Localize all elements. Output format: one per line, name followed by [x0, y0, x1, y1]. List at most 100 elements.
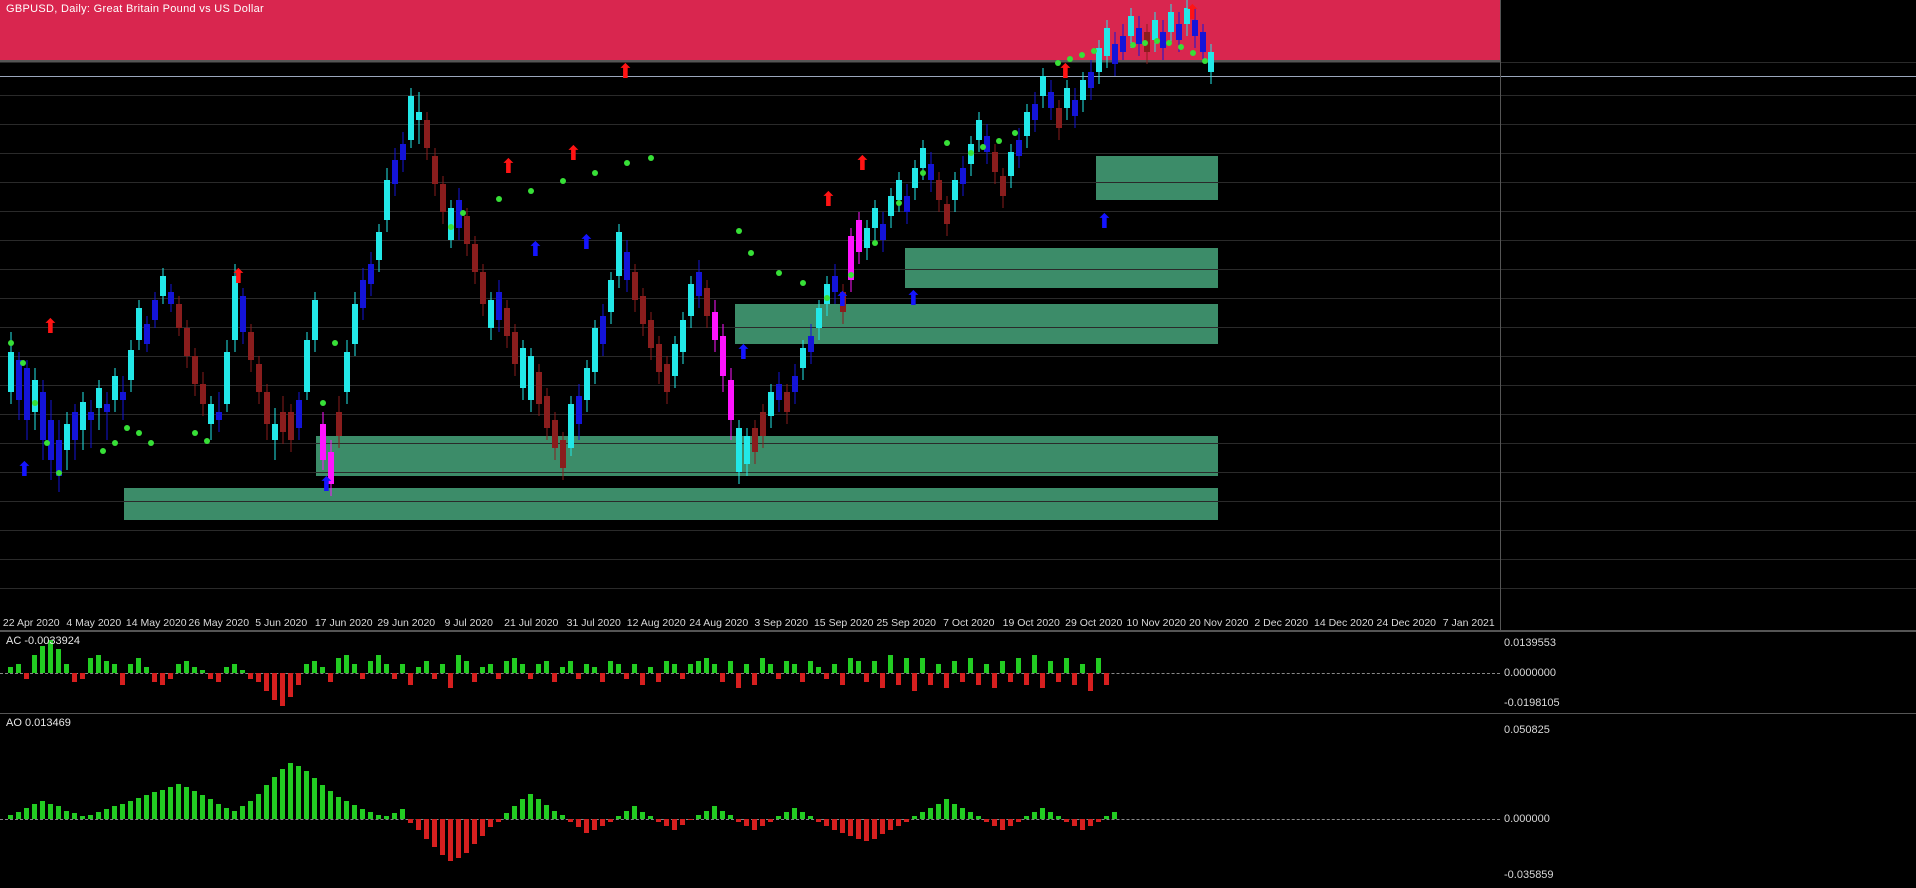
ao-histogram-bar	[352, 805, 357, 819]
ac-histogram-bar	[992, 673, 997, 688]
ao-histogram-bar	[896, 819, 901, 826]
zigzag-dot	[320, 400, 326, 406]
ac-histogram-bar	[544, 661, 549, 673]
ac-histogram-bar	[840, 673, 845, 685]
ao-histogram-bar	[408, 819, 413, 823]
ac-histogram-bar	[960, 673, 965, 682]
ac-histogram-bar	[600, 673, 605, 682]
ao-histogram-bar	[296, 766, 301, 819]
ac-histogram-bar	[632, 664, 637, 673]
ac-histogram-bar	[936, 664, 941, 673]
ac-histogram-bar	[576, 673, 581, 679]
price-axis-panel: Verified ResUntested SupUntested SupUnte…	[1500, 0, 1916, 630]
zigzag-dot	[332, 340, 338, 346]
ac-histogram-bar	[880, 673, 885, 688]
ac-histogram-bar	[96, 655, 101, 673]
ac-histogram-bar	[792, 664, 797, 673]
zigzag-dot	[1190, 50, 1196, 56]
zigzag-dot	[1091, 48, 1097, 54]
date-axis-label: 26 May 2020	[188, 617, 249, 629]
ao-histogram-bar	[160, 790, 165, 819]
zigzag-dot	[776, 270, 782, 276]
date-axis-label: 25 Sep 2020	[876, 617, 936, 629]
date-axis-label: 29 Oct 2020	[1065, 617, 1122, 629]
ao-histogram-bar	[792, 808, 797, 819]
ac-histogram-bar	[536, 664, 541, 673]
date-axis-label: 19 Oct 2020	[1003, 617, 1060, 629]
ao-histogram-bar	[368, 812, 373, 819]
ao-histogram-bar	[1104, 816, 1109, 819]
date-axis-label: 2 Dec 2020	[1254, 617, 1308, 629]
zigzag-dot	[920, 170, 926, 176]
zigzag-dot	[528, 188, 534, 194]
ao-histogram-bar	[648, 816, 653, 819]
ac-histogram-bar	[392, 673, 397, 679]
ao-histogram-bar	[112, 806, 117, 819]
ac-histogram-bar	[400, 664, 405, 673]
ac-histogram-bar	[560, 667, 565, 673]
zigzag-dot	[848, 272, 854, 278]
ac-histogram-bar	[464, 661, 469, 673]
ac-histogram-bar	[520, 664, 525, 673]
ac-histogram-bar	[568, 661, 573, 673]
ao-histogram-bar	[1112, 812, 1117, 819]
ac-histogram-bar	[160, 673, 165, 685]
ac-histogram-bar	[720, 673, 725, 682]
ac-histogram-bar	[472, 673, 477, 682]
date-axis-label: 3 Sep 2020	[754, 617, 808, 629]
ao-histogram-bar	[544, 805, 549, 819]
ao-histogram-bar	[784, 812, 789, 819]
ac-histogram-bar	[672, 664, 677, 673]
ao-histogram-bar	[992, 819, 997, 826]
ao-oscillator-panel[interactable]: AO 0.013469 0.050825 0.000000 -0.035859	[0, 715, 1916, 888]
zigzag-dot	[560, 178, 566, 184]
ac-histogram-bar	[440, 664, 445, 673]
ac-histogram-bar	[8, 667, 13, 673]
date-axis-label: 20 Nov 2020	[1189, 617, 1249, 629]
ao-histogram-bar	[776, 816, 781, 819]
ac-histogram-bar	[624, 673, 629, 679]
zigzag-dot	[44, 440, 50, 446]
ac-histogram-bar	[744, 664, 749, 673]
ac-histogram-bar	[816, 667, 821, 673]
ac-histogram-bar	[1040, 673, 1045, 688]
ao-histogram-bar	[480, 819, 485, 836]
ac-histogram-bar	[1080, 664, 1085, 673]
ao-histogram-bar	[960, 808, 965, 819]
date-axis-label: 29 Jun 2020	[377, 617, 435, 629]
candlestick-plot-area[interactable]: ⬆⬆⬆⬆⬆⬆⬆⬆⬆⬆⬆⬆⬆⬆⬆⬆⬆	[0, 0, 1500, 630]
ao-histogram-bar	[240, 806, 245, 819]
ac-histogram-bar	[184, 661, 189, 673]
zigzag-dot	[996, 138, 1002, 144]
ao-histogram-bar	[864, 819, 869, 841]
ac-histogram-bar	[896, 673, 901, 685]
date-axis-label: 24 Dec 2020	[1376, 617, 1436, 629]
ac-histogram-bar	[208, 673, 213, 679]
ac-histogram-bar	[304, 664, 309, 673]
ao-histogram-bar	[400, 809, 405, 819]
ac-histogram-bar	[952, 661, 957, 673]
ac-histogram-bar	[120, 673, 125, 685]
ac-histogram-bar	[768, 664, 773, 673]
ao-histogram-bar	[384, 816, 389, 819]
ac-histogram-bar	[1000, 661, 1005, 673]
ac-histogram-bar	[24, 673, 29, 679]
ac-histogram-bar	[128, 664, 133, 673]
ao-histogram-bar	[712, 806, 717, 819]
ao-histogram-bar	[24, 808, 29, 819]
zigzag-dot	[980, 144, 986, 150]
ao-histogram-bar	[224, 808, 229, 819]
ao-histogram-bar	[568, 819, 573, 822]
ao-axis-tick: -0.035859	[1504, 869, 1554, 881]
ac-oscillator-panel[interactable]: AC -0.0033924 0.0139553 0.0000000 -0.01981…	[0, 633, 1916, 714]
ac-histogram-bar	[336, 658, 341, 673]
ao-axis-tick: 0.050825	[1504, 724, 1550, 736]
date-axis-label: 24 Aug 2020	[689, 617, 748, 629]
ac-histogram-bar	[72, 673, 77, 682]
ac-histogram-bar	[88, 658, 93, 673]
ac-histogram-bar	[368, 661, 373, 673]
ao-histogram-bar	[248, 801, 253, 819]
ac-histogram-bar	[1032, 655, 1037, 673]
zigzag-dot	[1202, 58, 1208, 64]
date-axis-label: 31 Jul 2020	[567, 617, 621, 629]
